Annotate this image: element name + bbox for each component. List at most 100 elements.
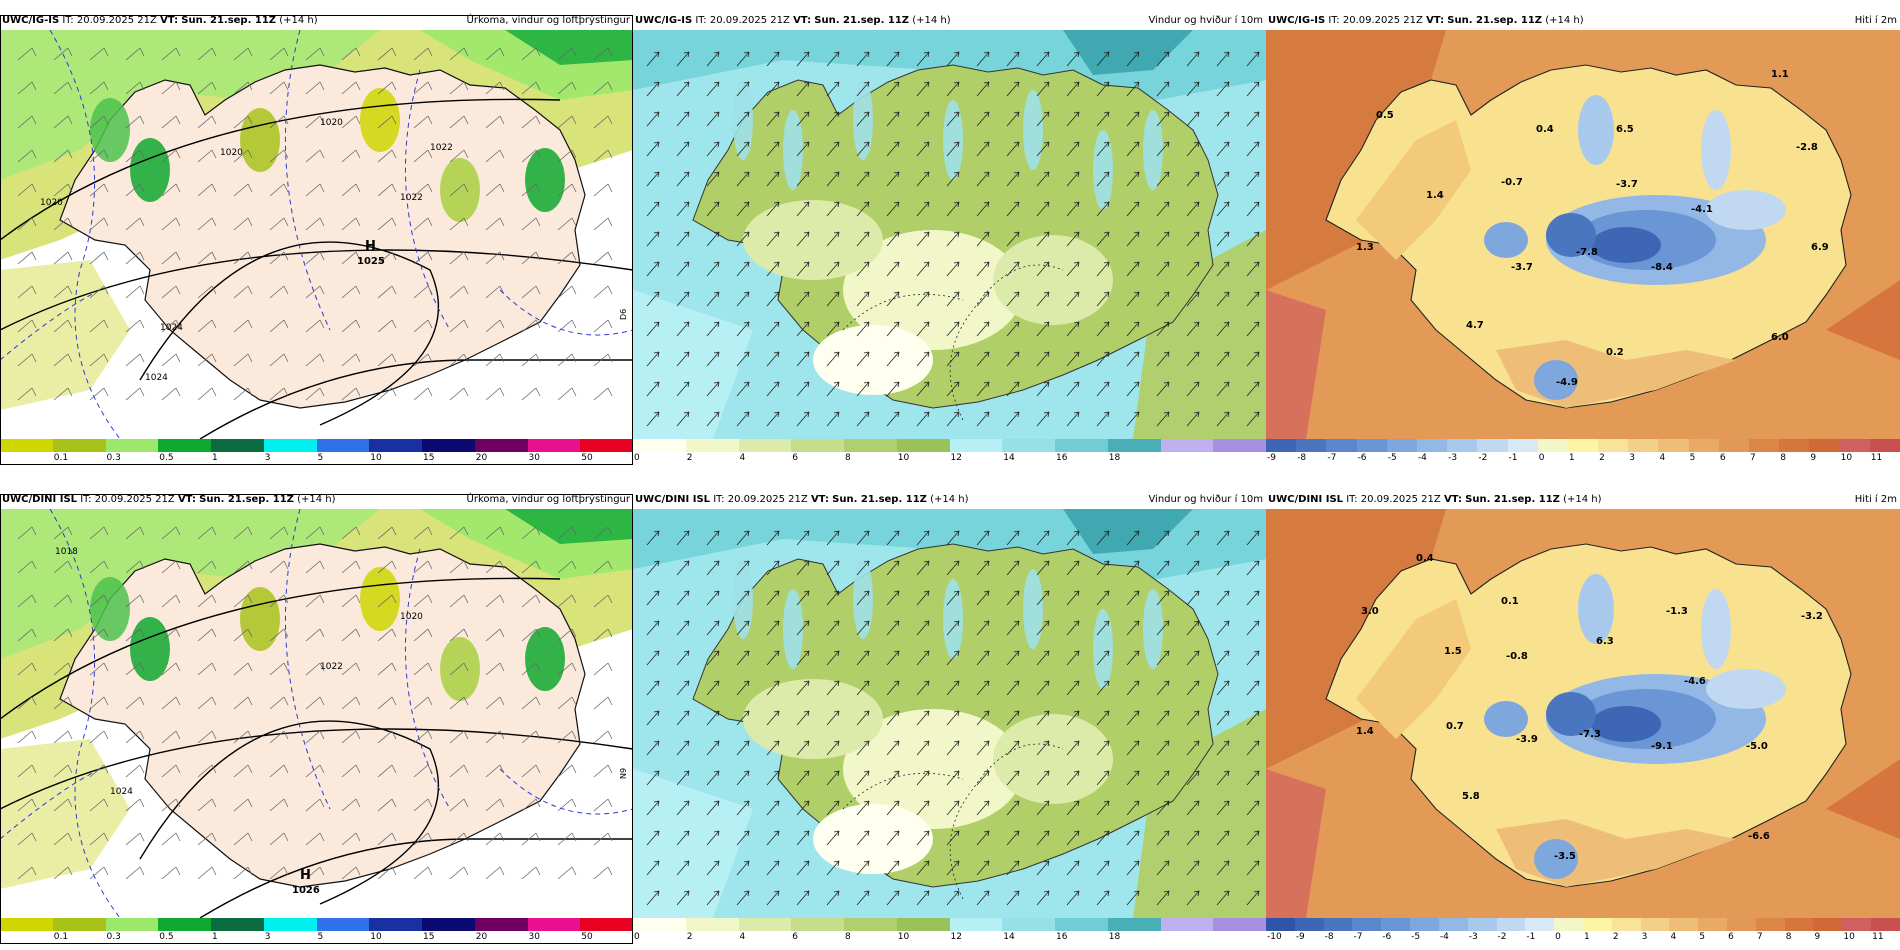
colorbar-swatch	[1323, 918, 1353, 931]
panel-title: Úrkoma, vindur og loftþrýstingur	[466, 494, 630, 505]
wind-arrow	[1006, 321, 1020, 337]
wind-barb	[557, 764, 577, 778]
wind-arrow	[1006, 530, 1020, 546]
wind-arrow	[856, 81, 870, 97]
wind-barb	[161, 319, 181, 333]
wind-area	[1063, 30, 1193, 75]
cold-area	[1701, 589, 1731, 669]
wind-arrow	[1066, 560, 1080, 576]
wind-barb	[449, 832, 469, 846]
panel-header: UWC/DINI ISL IT: 20.09.2025 21Z VT: Sun.…	[0, 492, 633, 508]
colorbar-swatch	[422, 439, 475, 452]
colorbar-swatch	[263, 439, 317, 452]
colorbar-swatch	[1447, 439, 1478, 452]
wind-barb	[53, 764, 73, 778]
wind-arrow	[1126, 890, 1140, 906]
wind-barb	[89, 217, 109, 231]
wind-arrow	[1096, 740, 1110, 756]
wind-barb	[341, 251, 361, 265]
wind-barb	[17, 47, 37, 61]
wind-arrow	[826, 650, 840, 666]
colorbar-tick-label: 3	[1629, 453, 1636, 463]
wind-barb	[125, 764, 145, 778]
wind-barb	[233, 764, 253, 778]
wind-barb	[197, 798, 217, 812]
wind-arrow	[766, 530, 780, 546]
wind-arrow	[736, 860, 750, 876]
model-name: UWC/DINI ISL	[1268, 494, 1344, 505]
wind-area	[1133, 709, 1266, 918]
wind-arrow	[706, 411, 720, 427]
wind-arrow	[1066, 890, 1080, 906]
wind-arrow	[916, 81, 930, 97]
wind-barb	[593, 628, 613, 642]
wind-arrow	[646, 890, 660, 906]
wind-barb	[449, 866, 469, 880]
wind-arrow	[1246, 291, 1260, 307]
temperature-label: -6.6	[1748, 831, 1770, 842]
wind-arrow	[1156, 650, 1170, 666]
wind-arrow	[1186, 830, 1200, 846]
wind-barb	[485, 183, 505, 197]
colorbar-swatch	[633, 918, 686, 931]
precip-map: 1018 1020 1022 1024 H 1026 N9	[0, 509, 633, 918]
wind-arrow	[856, 291, 870, 307]
wind-arrow	[736, 111, 750, 127]
wind-arrow	[676, 680, 690, 696]
wind-arrow	[916, 111, 930, 127]
precip-cell	[130, 617, 170, 681]
colorbar-swatch	[1640, 918, 1670, 931]
wind-arrow	[1096, 231, 1110, 247]
wind-arrow	[946, 740, 960, 756]
valid-time: Sun. 21.sep. 11Z	[181, 15, 277, 26]
cold-area	[1546, 213, 1596, 257]
wind-arrow	[946, 351, 960, 367]
wind-arrow	[1216, 590, 1230, 606]
wind-arrow	[1216, 411, 1230, 427]
colorbar-swatch	[1381, 918, 1411, 931]
wind-barb	[377, 560, 397, 574]
wind-arrow	[976, 381, 990, 397]
wind-barb	[125, 560, 145, 574]
colorbar-swatch	[1779, 439, 1810, 452]
wind-arrow	[646, 650, 660, 666]
colorbar-swatch	[422, 918, 475, 931]
wind-barb	[17, 251, 37, 265]
wind-colorbar-ticks: 0 2 4 6 8 10 12 14 16 18	[633, 452, 1266, 465]
wind-arrow	[1246, 710, 1260, 726]
wind-barb	[161, 353, 181, 367]
wind-arrow	[976, 680, 990, 696]
wind-arrow	[976, 201, 990, 217]
wind-barb	[341, 662, 361, 676]
precip-colorbar	[0, 439, 633, 452]
valid-time: Sun. 21.sep. 11Z	[1447, 15, 1543, 26]
wind-arrow	[1216, 620, 1230, 636]
wind-barb	[341, 560, 361, 574]
wind-arrow	[766, 710, 780, 726]
wind-barb	[557, 353, 577, 367]
wind-arrow	[1186, 291, 1200, 307]
wind-barb	[17, 149, 37, 163]
wind-arrow	[946, 830, 960, 846]
wind-arrow	[1066, 411, 1080, 427]
lead-time: (+14 h)	[1563, 494, 1602, 505]
wind-arrow	[796, 201, 810, 217]
wind-arrow	[646, 51, 660, 67]
wind-arrow	[736, 351, 750, 367]
wind-barb	[377, 81, 397, 95]
wind-barb	[341, 526, 361, 540]
wind-barb	[53, 798, 73, 812]
wind-arrow	[1096, 650, 1110, 666]
colorbar-tick-label: 30	[528, 932, 540, 942]
temperature-label: -3.9	[1516, 734, 1538, 745]
wind-arrow	[946, 111, 960, 127]
precip-colorbar	[0, 918, 633, 931]
wind-arrow	[1156, 530, 1170, 546]
wind-arrow	[796, 141, 810, 157]
colorbar-tick-label: 0.5	[159, 932, 174, 942]
wind-arrow	[766, 291, 780, 307]
wind-arrow	[646, 111, 660, 127]
colorbar-tick-label: -7	[1327, 453, 1337, 463]
wind-arrow	[856, 321, 870, 337]
wind-arrow	[1096, 381, 1110, 397]
